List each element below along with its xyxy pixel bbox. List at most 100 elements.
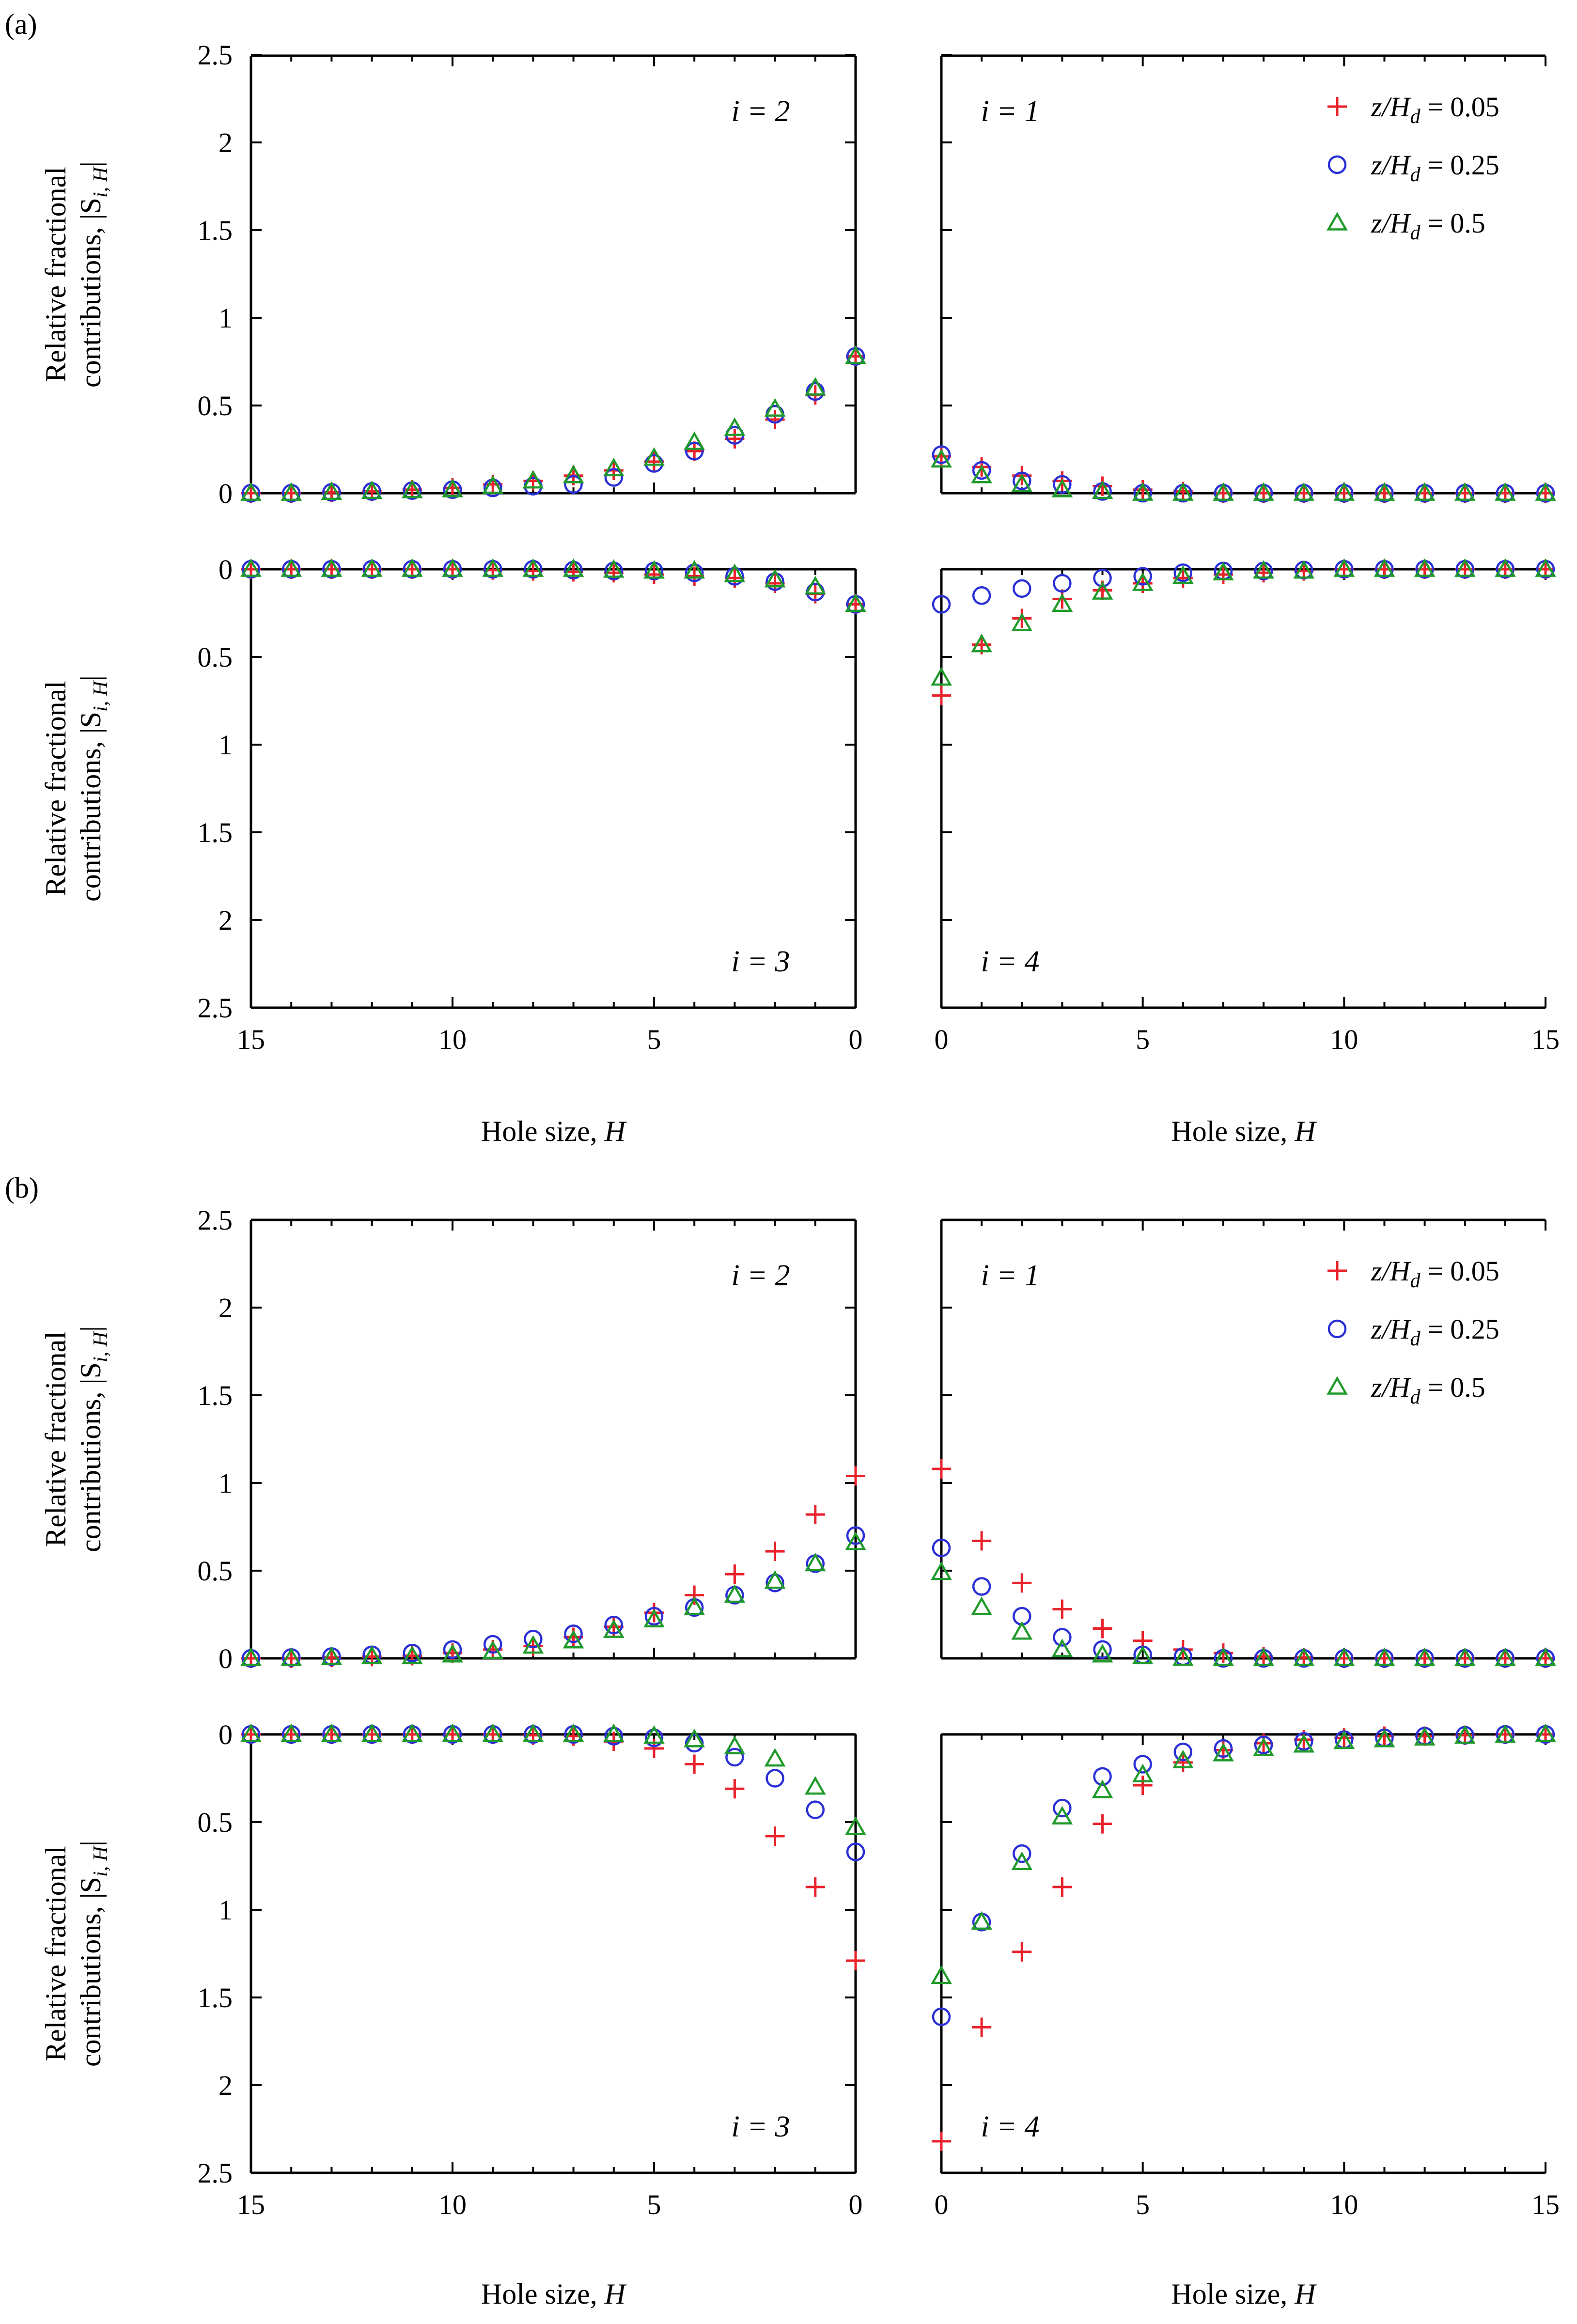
panel-label: i = 3 (731, 945, 790, 978)
data-point-plus (805, 1505, 825, 1525)
data-point-triangle (401, 558, 423, 577)
data-i3 (240, 1723, 866, 1970)
data-point-triangle (724, 417, 746, 436)
x-tick-label: 0 (935, 1024, 949, 1055)
data-point-circle (1013, 471, 1031, 490)
legend-marker-circle (1327, 155, 1347, 174)
data-point-triangle (764, 398, 786, 417)
data-point-triangle (1011, 1851, 1033, 1871)
data-point-triangle (361, 1645, 383, 1665)
data-point-circle (524, 1629, 543, 1649)
data-point-triangle (562, 465, 584, 484)
data-point-triangle (1051, 593, 1073, 612)
legend-marker-triangle (1327, 1376, 1348, 1395)
data-point-circle (932, 2007, 951, 2027)
data-point-circle (1013, 1844, 1031, 1863)
data-point-triangle (1414, 1727, 1436, 1746)
data-point-triangle (1293, 560, 1315, 579)
data-point-triangle (1494, 482, 1516, 501)
data-point-plus (685, 1754, 704, 1774)
data-point-plus (765, 1542, 785, 1561)
panel-label: i = 4 (981, 2110, 1039, 2143)
data-point-triangle (482, 1640, 504, 1659)
data-point-triangle (1172, 1749, 1194, 1769)
data-point-plus (1093, 1814, 1112, 1834)
y-tick-label: 0 (219, 1719, 233, 1750)
data-point-triangle (1374, 1729, 1395, 1747)
data-point-triangle (1051, 1806, 1073, 1825)
data-point-circle (932, 595, 951, 614)
data-point-triangle (1293, 1647, 1315, 1666)
data-point-triangle (1092, 581, 1113, 600)
data-point-circle (685, 563, 704, 582)
data-point-triangle (1011, 473, 1033, 492)
data-point-triangle (684, 431, 705, 450)
data-point-plus (972, 1531, 992, 1551)
data-point-triangle (804, 1776, 826, 1795)
data-point-triangle (1535, 1723, 1556, 1742)
x-axis-title: Hole size, H (481, 1115, 627, 1147)
legend-entry: z/Hd = 0.05 (1371, 91, 1499, 128)
data-point-circle (846, 1842, 865, 1861)
data-point-circle (1093, 568, 1112, 588)
x-tick-label: 10 (438, 2189, 467, 2220)
data-point-triangle (1333, 1730, 1355, 1749)
data-point-triangle (442, 558, 463, 577)
y-tick-label: 0.5 (198, 641, 233, 673)
data-point-triangle (1132, 572, 1154, 591)
data-point-circle (1053, 574, 1072, 593)
data-point-plus (1012, 1942, 1032, 1962)
x-tick-label: 5 (1136, 1024, 1150, 1055)
data-point-triangle (971, 1911, 993, 1930)
data-point-circle (972, 1577, 991, 1596)
x-axis-title: Hole size, H (1171, 1115, 1317, 1147)
y-tick-label: 2 (219, 1292, 233, 1324)
data-point-triangle (1414, 558, 1436, 577)
y-tick-label: 1 (219, 1894, 233, 1926)
data-point-triangle (281, 558, 302, 577)
data-point-triangle (1374, 482, 1395, 501)
data-point-circle (972, 461, 991, 480)
data-point-triangle (240, 1647, 262, 1666)
data-point-plus (1012, 1573, 1032, 1593)
data-point-triangle (321, 1723, 343, 1742)
data-point-circle (604, 1727, 624, 1746)
y-tick-label: 1.5 (198, 817, 233, 848)
data-point-circle (483, 478, 502, 498)
data-point-circle (846, 1526, 865, 1545)
data-point-triangle (764, 1570, 786, 1589)
data-point-plus (972, 2017, 992, 2037)
data-point-triangle (1011, 1621, 1033, 1640)
data-point-triangle (1494, 1647, 1516, 1666)
data-point-circle (685, 441, 704, 461)
y-tick-label: 2.5 (198, 39, 233, 71)
data-point-triangle (643, 1608, 665, 1628)
legend-marker-triangle (1327, 212, 1348, 231)
data-point-circle (1053, 1628, 1072, 1647)
data-point-circle (644, 1607, 664, 1626)
data-point-plus (1133, 1775, 1153, 1795)
data-point-triangle (1092, 1779, 1113, 1798)
data-point-triangle (482, 475, 504, 494)
data-i4 (931, 1723, 1556, 2151)
y-tick-label: 2 (219, 2070, 233, 2101)
data-point-plus (805, 1877, 825, 1897)
data-point-plus (725, 1779, 745, 1799)
data-point-circle (1173, 1742, 1193, 1762)
data-point-circle (725, 1747, 744, 1767)
data-point-triangle (240, 1723, 262, 1742)
data-i4 (931, 558, 1556, 705)
y-tick-label: 0.5 (198, 1807, 233, 1838)
data-point-plus (685, 1585, 704, 1605)
data-point-triangle (603, 1723, 625, 1742)
data-point-circle (604, 1615, 624, 1635)
data-point-triangle (1535, 1647, 1556, 1666)
data-point-triangle (361, 480, 383, 499)
data-i1 (931, 1459, 1556, 1668)
data-point-plus (1093, 1619, 1112, 1638)
x-tick-label: 10 (438, 1024, 467, 1055)
y-axis-title: Relative fractional contributions, |Si, H… (40, 675, 112, 902)
y-tick-label: 1.5 (198, 1380, 233, 1411)
